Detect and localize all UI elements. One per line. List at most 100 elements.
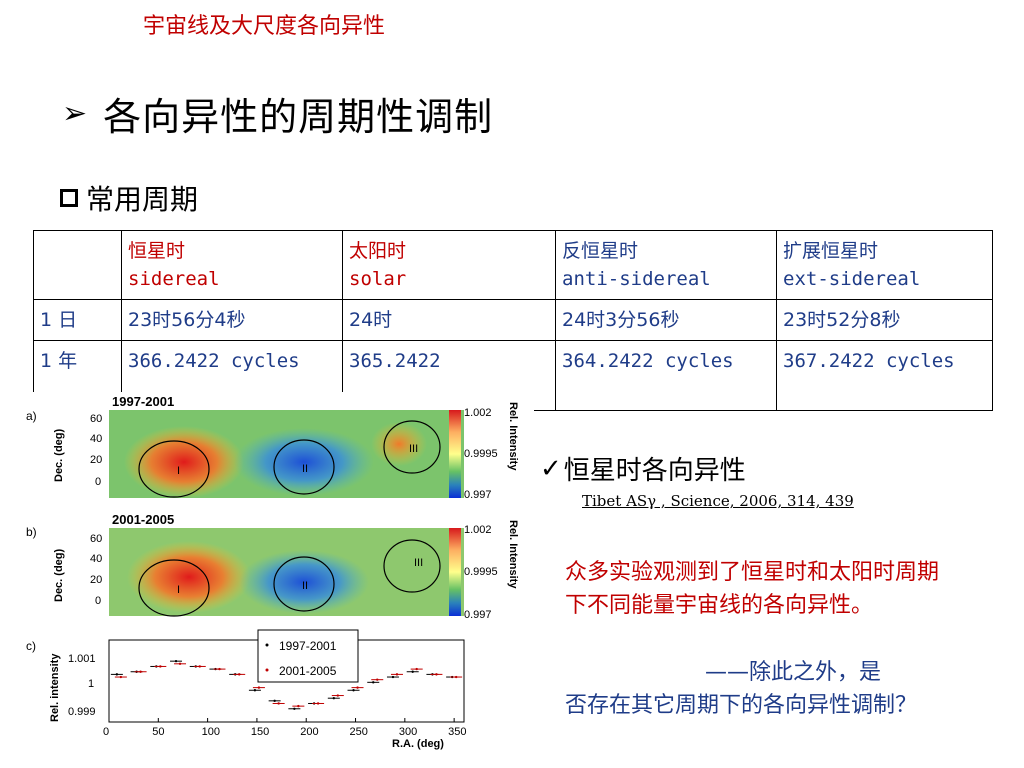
cold-region <box>239 550 369 614</box>
profile-points <box>110 659 463 710</box>
colorbar-tick: 1.002 <box>464 407 492 419</box>
table-header-row: 恒星时 sidereal 太阳时 solar 反恒星时 anti-siderea… <box>33 230 993 300</box>
dec-tick: 40 <box>90 433 102 445</box>
table-cell: 364.2422 cycles <box>555 340 777 411</box>
hot-region <box>127 541 251 613</box>
colorbar-tick: 0.9995 <box>464 448 498 460</box>
anisotropy-figure: a) 1997-2001 I II III Dec. (deg) 60 40 2… <box>24 392 534 756</box>
profile-point <box>376 678 379 681</box>
profile-point <box>372 681 375 684</box>
region-circle-ii <box>273 439 335 495</box>
dec-tick: 60 <box>90 533 102 545</box>
skymap-a: I II III <box>109 410 464 498</box>
region-label: II <box>302 463 308 475</box>
ra-axis-label: R.A. (deg) <box>392 738 444 750</box>
profile-point <box>273 699 276 703</box>
table-header-cell: 太阳时 solar <box>342 230 556 300</box>
profile-point <box>139 670 142 673</box>
header-en: anti-sidereal <box>562 268 711 290</box>
table-header-cell <box>33 230 122 300</box>
region-circle-ii <box>273 556 335 612</box>
colorbar-b <box>449 528 461 616</box>
profile-point <box>218 667 221 671</box>
profile-point <box>336 694 340 697</box>
ra-tick-label: 100 <box>202 726 220 738</box>
header-zh: 恒星时 <box>128 240 186 262</box>
table-header-cell: 反恒星时 anti-sidereal <box>555 230 777 300</box>
profile-legend: 1997-2001 2001-2005 <box>257 629 359 683</box>
profile-point <box>119 675 123 679</box>
colorbar-tick: 0.997 <box>464 609 492 621</box>
title-text: 各向异性的周期性调制 <box>103 95 494 139</box>
region-circle-iii <box>383 539 441 593</box>
profile-point <box>415 667 418 671</box>
panel-b-period: 2001-2005 <box>112 512 174 527</box>
profile-point <box>237 673 241 676</box>
dec-tick: 0 <box>95 595 101 607</box>
rel-axis-label: Rel. intensity <box>49 653 61 722</box>
dec-tick: 20 <box>90 454 102 466</box>
profile-point <box>316 702 320 705</box>
profile-point <box>297 704 300 708</box>
cold-region <box>234 428 374 496</box>
skymap-b: I II III <box>109 528 464 617</box>
table-cell: 23时56分4秒 <box>121 299 343 341</box>
dec-axis-label: Dec. (deg) <box>53 428 65 482</box>
colorbar-label: Rel. Intensity <box>507 402 519 471</box>
ra-tick-label: 150 <box>251 726 269 738</box>
header-zh: 太阳时 <box>349 240 407 262</box>
legend-entry: 1997-2001 <box>279 639 337 653</box>
arrow-bullet-icon: ➢ <box>62 95 88 131</box>
legend-marker-2001 <box>265 668 269 672</box>
region-circle-iii <box>383 420 441 474</box>
check-icon: ✓ <box>540 453 562 484</box>
ra-tick-label: 50 <box>152 726 164 738</box>
profile-point <box>352 689 355 692</box>
header-en: ext-sidereal <box>783 268 921 290</box>
panel-a-period: 1997-2001 <box>112 394 174 409</box>
profile-point <box>293 707 296 710</box>
colorbar-tick: 1.002 <box>464 524 492 536</box>
profile-point <box>435 673 438 676</box>
header-zh: 扩展恒星时 <box>783 240 879 262</box>
rel-tick: 1 <box>88 678 94 690</box>
ra-tick-label: 250 <box>350 726 368 738</box>
table-row: 1 日 23时56分4秒 24时 24时3分56秒 23时52分8秒 <box>33 299 993 341</box>
sidereal-anisotropy-text: 恒星时各向异性 <box>563 456 746 486</box>
profile-point <box>159 665 162 668</box>
question-lead: ——除此之外，是 <box>705 660 882 685</box>
region-label: III <box>409 443 418 455</box>
profile-point <box>356 686 359 689</box>
slide-header: 宇宙线及大尺度各向异性 <box>143 14 386 39</box>
profile-point <box>257 686 261 689</box>
table-cell: 23时52分8秒 <box>776 299 993 341</box>
figure-svg: a) 1997-2001 I II III Dec. (deg) 60 40 2… <box>26 394 519 750</box>
profile-point <box>277 702 280 705</box>
period-table: 恒星时 sidereal 太阳时 solar 反恒星时 anti-siderea… <box>33 230 993 411</box>
dec-tick: 0 <box>95 476 101 488</box>
question-rest: 否存在其它周期下的各向异性调制？ <box>565 693 918 718</box>
ra-tick-label: 200 <box>300 726 318 738</box>
colorbar-label: Rel. Intensity <box>507 520 519 589</box>
citation-link[interactable]: Tibet ASγ , Science, 2006, 314, 439 <box>582 492 854 510</box>
dec-tick: 20 <box>90 574 102 586</box>
warm-region <box>371 422 427 466</box>
colorbar-tick: 0.997 <box>464 489 492 501</box>
region-circle-i <box>138 440 210 498</box>
question-text: ——除此之外，是 否存在其它周期下的各向异性调制？ <box>565 656 945 722</box>
dec-axis-label: Dec. (deg) <box>53 548 65 602</box>
legend-marker-1997 <box>265 643 269 647</box>
table-cell: 367.2422 cycles <box>776 340 993 411</box>
subtitle-text: 常用周期 <box>86 183 199 216</box>
observation-text: 众多实验观测到了恒星时和太阳时周期下不同能量宇宙线的各向异性。 <box>565 560 940 618</box>
dec-tick: 60 <box>90 413 102 425</box>
region-label: II <box>302 580 308 592</box>
colorbar-tick: 0.9995 <box>464 566 498 578</box>
table-header-cell: 恒星时 sidereal <box>121 230 343 300</box>
profile-point <box>395 673 399 676</box>
panel-a-label: a) <box>26 409 37 423</box>
region-label: III <box>414 557 423 569</box>
region-circle-i <box>138 559 210 617</box>
table-cell: 24时3分56秒 <box>555 299 777 341</box>
colorbar-a <box>449 410 461 498</box>
